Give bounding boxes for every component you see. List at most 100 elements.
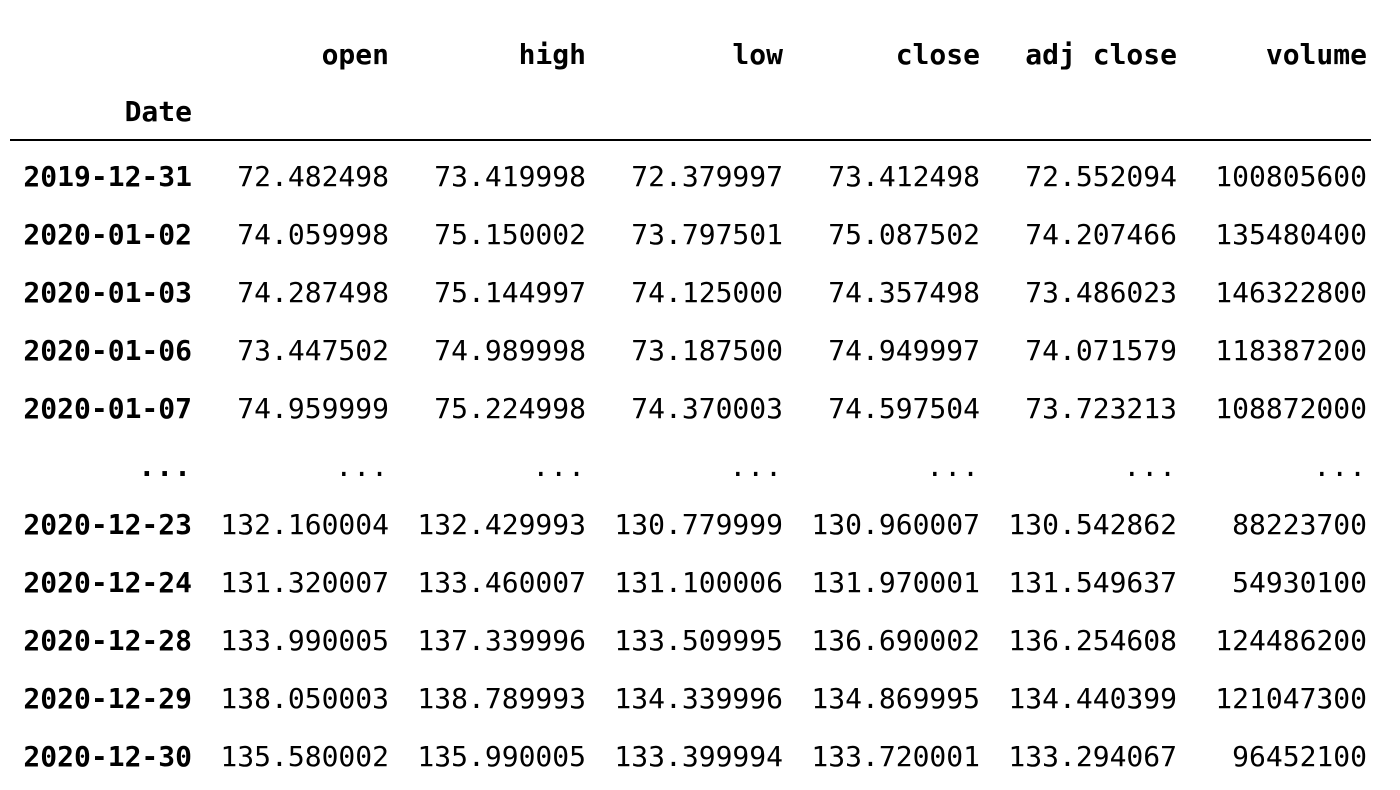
cell-high: 133.460007 [417, 565, 586, 599]
cell-close: 73.412498 [828, 159, 980, 193]
index-corner-cell [10, 25, 196, 83]
cell-adj-close: 133.294067 [1008, 739, 1177, 773]
cell-close: 74.357498 [828, 275, 980, 309]
cell-volume: 135480400 [1215, 217, 1367, 251]
column-header-low: low [732, 37, 783, 71]
column-header-open: open [321, 37, 389, 71]
cell-volume: 146322800 [1215, 275, 1367, 309]
table-row: 2020-12-23 132.160004 132.429993 130.779999… [10, 495, 1371, 553]
table-row: 2020-12-30 135.580002 135.990005 133.399994… [10, 727, 1371, 785]
cell-adj-close: 73.723213 [1025, 391, 1177, 425]
cell-open: ... [335, 449, 389, 483]
cell-close: 75.087502 [828, 217, 980, 251]
cell-adj-close: 131.549637 [1008, 565, 1177, 599]
table-body: 2019-12-31 72.482498 73.419998 72.379997 73.… [10, 140, 1371, 785]
index-name-row: Date [10, 83, 1371, 141]
column-header-close: close [895, 37, 980, 71]
cell-low: 74.370003 [631, 391, 783, 425]
row-index-date: 2020-01-02 [23, 217, 192, 251]
cell-close: 74.597504 [828, 391, 980, 425]
row-index-date: 2020-01-06 [23, 333, 192, 367]
cell-volume: 100805600 [1215, 159, 1367, 193]
table-row: 2019-12-31 72.482498 73.419998 72.379997 73.… [10, 140, 1371, 205]
cell-low: 133.509995 [614, 623, 783, 657]
row-index-date: 2020-12-23 [23, 507, 192, 541]
cell-low: 72.379997 [631, 159, 783, 193]
cell-close: 134.869995 [811, 681, 980, 715]
row-index-date: 2019-12-31 [23, 159, 192, 193]
cell-high: 75.150002 [434, 217, 586, 251]
column-header-row: open high low close adj close volume [10, 25, 1371, 83]
table-row: 2020-01-07 74.959999 75.224998 74.370003 74.… [10, 379, 1371, 437]
row-index-date: 2020-12-29 [23, 681, 192, 715]
cell-adj-close: 134.440399 [1008, 681, 1177, 715]
cell-open: 138.050003 [220, 681, 389, 715]
cell-adj-close: 130.542862 [1008, 507, 1177, 541]
table-header: open high low close adj close volume Dat… [10, 25, 1371, 141]
cell-volume: 108872000 [1215, 391, 1367, 425]
dataframe-table: open high low close adj close volume Dat… [10, 25, 1371, 785]
cell-adj-close: 72.552094 [1025, 159, 1177, 193]
cell-low: ... [729, 449, 783, 483]
row-index-date: 2020-01-07 [23, 391, 192, 425]
cell-volume: 96452100 [1232, 739, 1367, 773]
row-index-date: ... [138, 449, 192, 483]
table-row: 2020-12-29 138.050003 138.789993 134.339996… [10, 669, 1371, 727]
cell-close: 74.949997 [828, 333, 980, 367]
cell-high: 137.339996 [417, 623, 586, 657]
cell-low: 130.779999 [614, 507, 783, 541]
cell-open: 73.447502 [237, 333, 389, 367]
cell-open: 132.160004 [220, 507, 389, 541]
cell-high: 75.224998 [434, 391, 586, 425]
cell-high: 132.429993 [417, 507, 586, 541]
cell-open: 135.580002 [220, 739, 389, 773]
cell-volume: 88223700 [1232, 507, 1367, 541]
table-row: 2020-12-24 131.320007 133.460007 131.100006… [10, 553, 1371, 611]
cell-high: 73.419998 [434, 159, 586, 193]
cell-volume: 124486200 [1215, 623, 1367, 657]
cell-close: 130.960007 [811, 507, 980, 541]
cell-high: 75.144997 [434, 275, 586, 309]
cell-adj-close: 74.071579 [1025, 333, 1177, 367]
column-header-adj-close: adj close [1025, 37, 1177, 71]
column-header-volume: volume [1265, 37, 1367, 71]
cell-adj-close: 136.254608 [1008, 623, 1177, 657]
cell-low: 134.339996 [614, 681, 783, 715]
cell-open: 133.990005 [220, 623, 389, 657]
cell-close: 136.690002 [811, 623, 980, 657]
cell-volume: 118387200 [1215, 333, 1367, 367]
row-index-date: 2020-12-28 [23, 623, 192, 657]
row-index-date: 2020-01-03 [23, 275, 192, 309]
row-index-date: 2020-12-30 [23, 739, 192, 773]
cell-high: 74.989998 [434, 333, 586, 367]
cell-low: 74.125000 [631, 275, 783, 309]
cell-low: 131.100006 [614, 565, 783, 599]
table-row: 2020-01-03 74.287498 75.144997 74.125000 74.… [10, 263, 1371, 321]
cell-volume: 54930100 [1232, 565, 1367, 599]
row-index-date: 2020-12-24 [23, 565, 192, 599]
cell-adj-close: 74.207466 [1025, 217, 1177, 251]
cell-adj-close: ... [1123, 449, 1177, 483]
cell-close: 133.720001 [811, 739, 980, 773]
table-row: 2020-01-06 73.447502 74.989998 73.187500 74.… [10, 321, 1371, 379]
cell-open: 74.059998 [237, 217, 389, 251]
cell-low: 73.187500 [631, 333, 783, 367]
ellipsis-row: ..................... [10, 437, 1371, 495]
cell-open: 131.320007 [220, 565, 389, 599]
cell-high: ... [532, 449, 586, 483]
cell-open: 72.482498 [237, 159, 389, 193]
cell-low: 133.399994 [614, 739, 783, 773]
cell-low: 73.797501 [631, 217, 783, 251]
cell-volume: 121047300 [1215, 681, 1367, 715]
table-row: 2020-12-28 133.990005 137.339996 133.509995… [10, 611, 1371, 669]
cell-high: 138.789993 [417, 681, 586, 715]
column-header-high: high [518, 37, 586, 71]
cell-open: 74.959999 [237, 391, 389, 425]
cell-high: 135.990005 [417, 739, 586, 773]
table-row: 2020-01-02 74.059998 75.150002 73.797501 75.… [10, 205, 1371, 263]
cell-volume: ... [1313, 449, 1367, 483]
cell-adj-close: 73.486023 [1025, 275, 1177, 309]
cell-close: ... [926, 449, 980, 483]
index-name-header: Date [10, 83, 196, 141]
